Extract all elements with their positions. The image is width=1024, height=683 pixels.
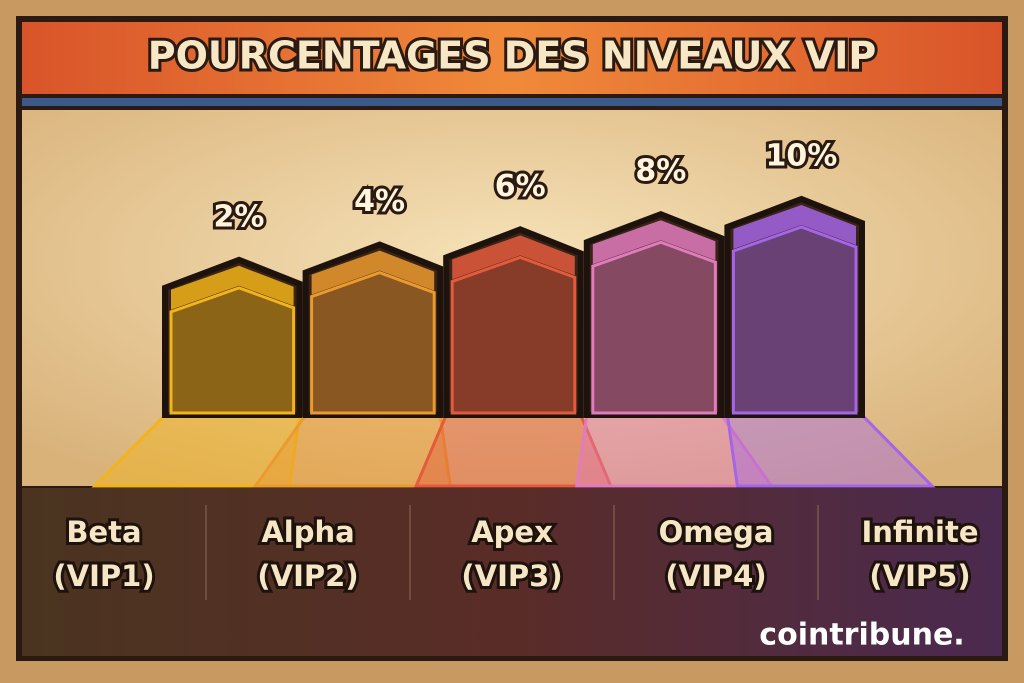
category-label: Omega [659,515,774,549]
level-label: (VIP3) [461,559,562,593]
value-label: 6% [495,169,546,204]
bar-body [450,255,577,415]
bar-cap [733,205,856,249]
level-label: (VIP1) [53,559,154,593]
level-label: (VIP4) [665,559,766,593]
level-label: (VIP5) [869,559,970,593]
label-band [22,488,1002,656]
level-label: (VIP2) [257,559,358,593]
bar-cap [452,235,575,280]
bar [443,226,584,418]
category-label: Infinite [861,515,978,549]
bar-body [591,240,717,415]
value-label: 10% [766,139,838,174]
bar [724,195,865,418]
bar [583,210,725,418]
category-label: Beta [66,515,141,549]
bar-body [169,286,296,415]
stripe [22,98,1002,106]
watermark: cointribune. [759,618,964,653]
bar-cap [311,250,435,295]
header-band [22,22,1002,94]
category-label: Apex [471,515,553,549]
bar-body [731,225,858,415]
value-label: 4% [354,184,405,219]
bar-cap [592,220,716,265]
chart-title: POURCENTAGES DES NIVEAUX VIP [148,34,876,78]
value-label: 2% [214,199,265,234]
bar-body [310,271,436,415]
bar-cap [171,265,294,310]
value-label: 8% [635,154,686,189]
category-label: Alpha [261,515,354,549]
